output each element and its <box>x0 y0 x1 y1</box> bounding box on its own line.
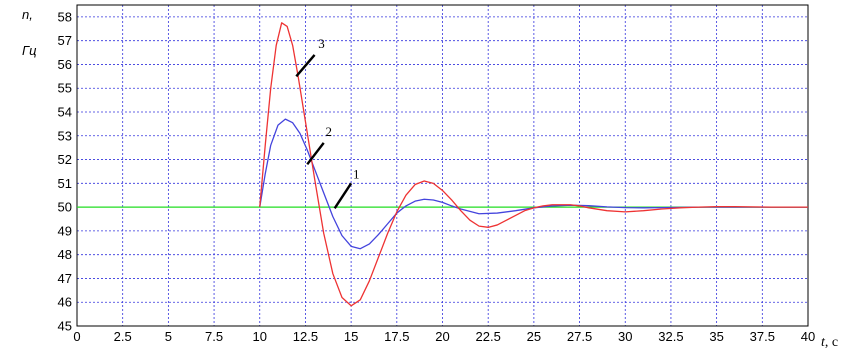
x-tick-label: 2.5 <box>114 329 132 344</box>
y-tick-label: 51 <box>58 176 72 191</box>
x-tick-label: 20 <box>435 329 449 344</box>
annotation-label-2: 2 <box>326 124 333 139</box>
x-tick-label: 15 <box>344 329 358 344</box>
y-tick-label: 49 <box>58 223 72 238</box>
grid <box>77 5 808 326</box>
x-tick-label: 10 <box>253 329 267 344</box>
annotation-leader-1 <box>333 182 353 209</box>
plot-frame <box>76 4 809 327</box>
y-tick-label: 48 <box>58 247 72 262</box>
x-tick-label: 5 <box>165 329 172 344</box>
y-tick-label: 56 <box>58 57 72 72</box>
y-axis-label-quantity: n, <box>22 7 33 22</box>
series-line-3 <box>259 22 808 307</box>
y-tick-label: 45 <box>58 319 72 334</box>
x-tick-label: 7.5 <box>205 329 223 344</box>
y-tick-label: 46 <box>58 295 72 310</box>
x-axis-label: t, c <box>821 335 838 350</box>
x-tick-label: 27.5 <box>567 329 592 344</box>
y-tick-label: 52 <box>58 152 72 167</box>
x-tick-label: 40 <box>801 329 815 344</box>
x-tick-label: 12.5 <box>293 329 318 344</box>
y-tick-labels: 45 46 47 48 49 50 51 52 53 54 55 56 57 58 <box>58 9 72 333</box>
x-tick-label: 17.5 <box>384 329 409 344</box>
y-tick-label: 57 <box>58 33 72 48</box>
x-tick-labels: 0 2.5 5 7.5 10 12.5 15 17.5 20 22.5 25 27.5 30 32.5 35… <box>73 329 815 344</box>
annotation-leader-2 <box>306 142 325 166</box>
y-tick-label: 47 <box>58 271 72 286</box>
annotation-label-3: 3 <box>318 36 325 51</box>
x-tick-label: 37.5 <box>750 329 775 344</box>
annotation-leader-3 <box>295 54 316 78</box>
y-tick-label: 50 <box>58 200 72 215</box>
y-tick-label: 54 <box>58 105 72 120</box>
y-tick-label: 58 <box>58 9 72 24</box>
x-tick-label: 25 <box>527 329 541 344</box>
y-axis-label-unit: Гц <box>22 43 37 58</box>
x-tick-label: 0 <box>73 329 80 344</box>
series-group <box>77 22 808 307</box>
y-tick-label: 55 <box>58 81 72 96</box>
annotation-label-1: 1 <box>353 167 360 182</box>
x-tick-label: 30 <box>618 329 632 344</box>
x-tick-label: 35 <box>709 329 723 344</box>
x-tick-label: 32.5 <box>658 329 683 344</box>
x-tick-label: 22.5 <box>476 329 501 344</box>
y-tick-label: 53 <box>58 128 72 143</box>
annotations-group: 1 2 3 <box>295 36 360 209</box>
x-axis-label-variable: t <box>821 335 826 350</box>
x-axis-label-unit: , c <box>825 335 838 350</box>
